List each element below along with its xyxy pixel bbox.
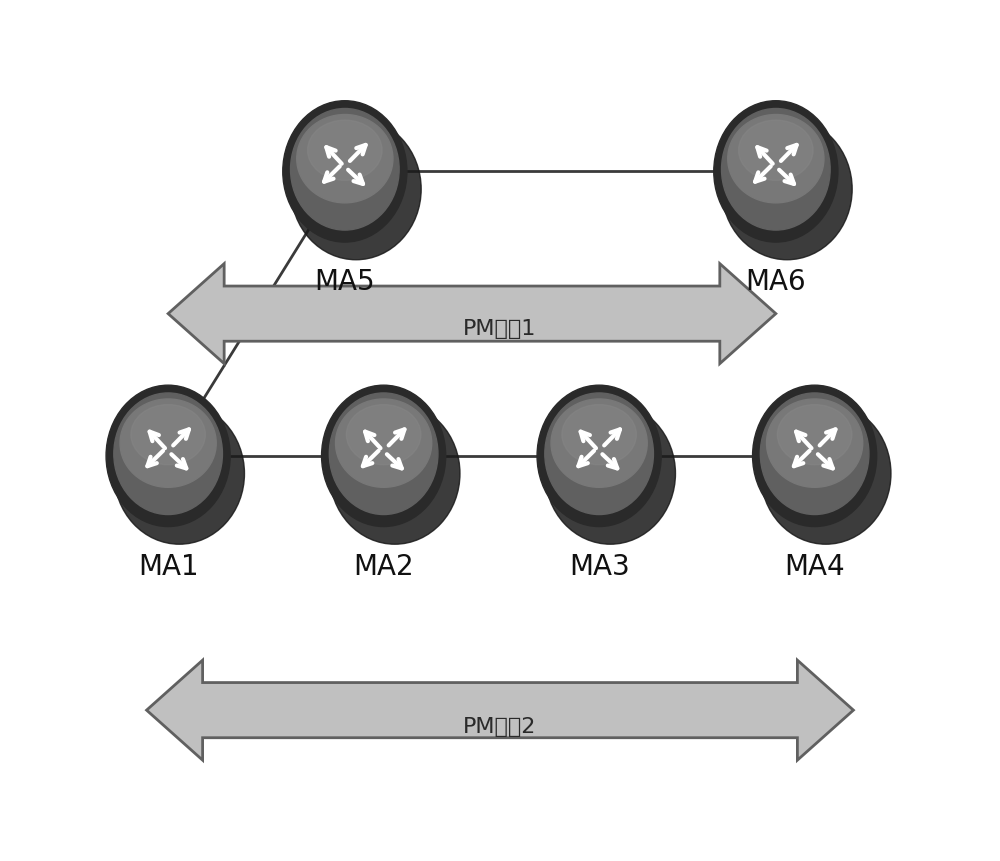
Text: MA2: MA2 (353, 552, 414, 580)
Ellipse shape (551, 400, 647, 487)
Ellipse shape (131, 406, 205, 465)
Ellipse shape (537, 386, 661, 527)
Text: MA1: MA1 (138, 552, 198, 580)
Ellipse shape (291, 119, 421, 260)
Ellipse shape (283, 102, 407, 243)
Text: MA6: MA6 (746, 268, 806, 296)
Ellipse shape (346, 406, 421, 465)
Text: PM实例1: PM实例1 (463, 319, 537, 339)
Ellipse shape (114, 403, 244, 545)
Ellipse shape (722, 109, 830, 231)
Ellipse shape (329, 393, 438, 515)
Ellipse shape (114, 393, 222, 515)
Ellipse shape (308, 121, 382, 181)
Ellipse shape (106, 386, 230, 527)
Ellipse shape (760, 393, 869, 515)
Ellipse shape (545, 403, 675, 545)
Ellipse shape (330, 403, 460, 545)
Text: MA5: MA5 (315, 268, 375, 296)
Polygon shape (168, 264, 776, 364)
Polygon shape (147, 660, 853, 760)
Ellipse shape (291, 109, 399, 231)
Ellipse shape (722, 119, 852, 260)
Ellipse shape (322, 386, 446, 527)
Ellipse shape (753, 386, 877, 527)
Ellipse shape (714, 102, 838, 243)
Ellipse shape (120, 400, 216, 487)
Ellipse shape (545, 393, 653, 515)
Ellipse shape (728, 115, 824, 203)
Ellipse shape (562, 406, 636, 465)
Text: MA4: MA4 (784, 552, 845, 580)
Text: PM实例2: PM实例2 (463, 715, 537, 736)
Ellipse shape (767, 400, 863, 487)
Ellipse shape (297, 115, 393, 203)
Text: MA3: MA3 (569, 552, 630, 580)
Ellipse shape (761, 403, 891, 545)
Ellipse shape (739, 121, 813, 181)
Ellipse shape (777, 406, 852, 465)
Ellipse shape (336, 400, 432, 487)
